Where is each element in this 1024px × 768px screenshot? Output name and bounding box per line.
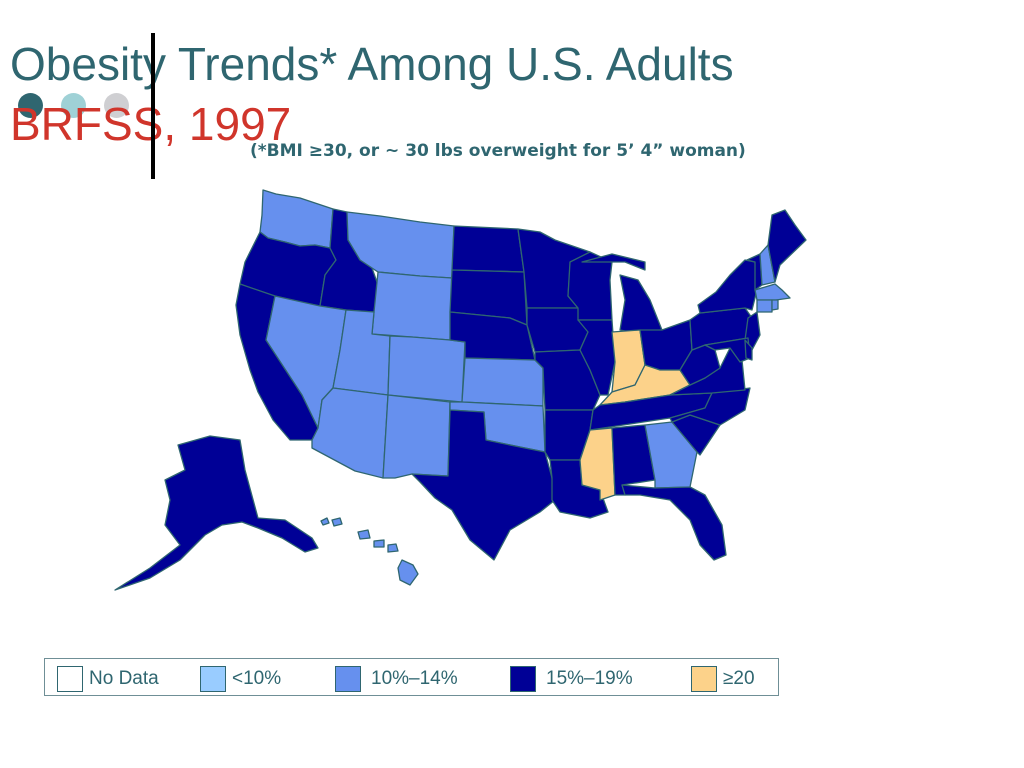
state-north-carolina [669,387,751,426]
state-wyoming [371,271,453,341]
state-texas [411,409,556,561]
legend-swatch-15-19 [510,666,536,692]
state-michigan-lower [619,274,663,335]
state-north-dakota [451,225,525,273]
state-delaware [744,339,753,361]
state-kansas [461,357,544,407]
legend-swatch-ge20 [691,666,717,692]
state-alaska [114,435,319,591]
legend-label-10-14: 10%–14% [371,668,458,689]
slide-subtitle: BRFSS, 1997 [10,98,292,150]
legend-swatch-lt10 [200,666,226,692]
slide-title: Obesity Trends* Among U.S. Adults [10,38,734,90]
legend-swatch-no-data [57,666,83,692]
state-arizona [311,387,389,479]
state-colorado [387,335,466,403]
state-vermont [746,253,763,291]
state-maine [767,209,807,283]
decor-dot-gray [104,93,129,118]
state-hawaii-3 [357,529,371,540]
state-hawaii-5 [387,543,399,553]
state-new-mexico [382,394,451,479]
state-hawaii-2 [331,517,343,527]
legend-label-ge20: ≥20 [723,668,755,689]
state-connecticut [756,299,773,313]
state-maryland [704,337,751,363]
state-new-york [697,259,758,314]
state-michigan [581,253,646,271]
state-hawaii-6 [397,559,419,586]
decor-vertical-bar [151,33,155,179]
state-hawaii-4 [373,539,385,548]
legend-label-no-data: No Data [89,668,159,689]
bmi-footnote: (*BMI ≥30, or ~ 30 lbs overweight for 5’… [250,141,746,161]
decor-dot-light-teal [61,93,86,118]
state-florida [621,484,727,561]
legend-label-lt10: <10% [232,668,282,689]
decor-dot-teal [18,93,43,118]
legend-swatch-10-14 [335,666,361,692]
state-rhode-island [771,299,779,311]
map-legend: No Data <10% 10%–14% 15%–19% ≥20 [44,658,779,696]
state-hawaii-1 [320,517,330,526]
legend-label-15-19: 15%–19% [546,668,633,689]
